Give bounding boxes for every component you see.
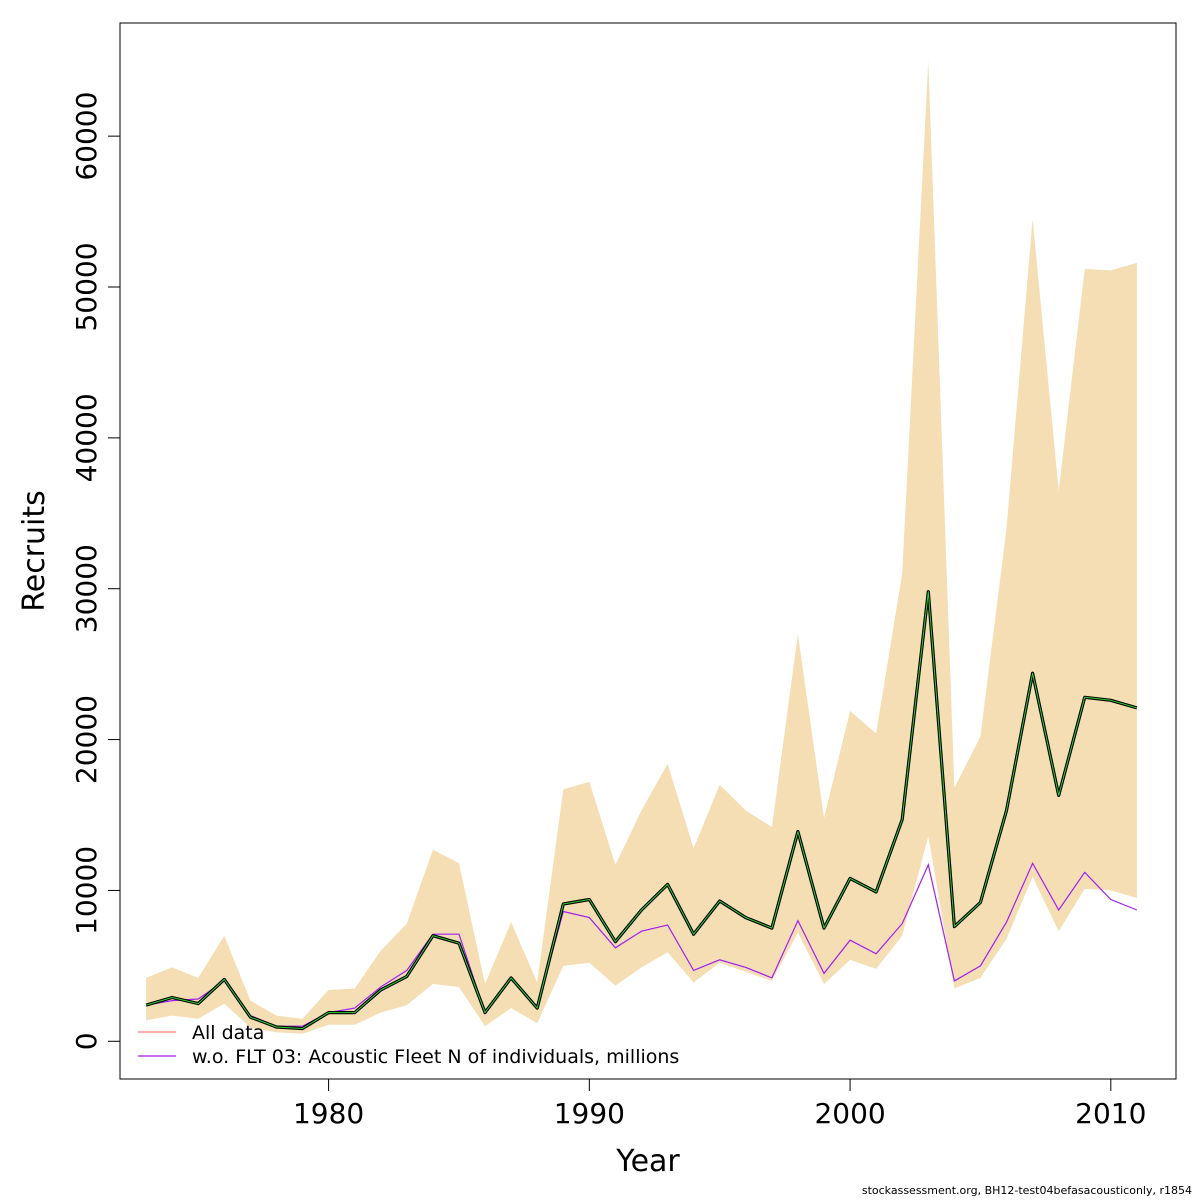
confidence-band (146, 60, 1137, 1034)
x-axis: 1980 1990 2000 2010 (293, 1079, 1146, 1130)
x-tick-label: 1980 (293, 1097, 364, 1130)
y-tick-label: 40000 (70, 393, 103, 482)
y-tick-label: 10000 (70, 846, 103, 935)
y-axis: 0 10000 20000 30000 40000 50000 60000 (70, 92, 120, 1050)
main-line-inner (145, 591, 1138, 1029)
x-tick-label: 2000 (814, 1097, 885, 1130)
y-tick-label: 20000 (70, 695, 103, 784)
plot-frame (119, 22, 1177, 1080)
main-estimate-line (145, 590, 1138, 1031)
legend-label-1: All data (192, 1022, 264, 1044)
x-axis-label: Year (615, 1144, 680, 1179)
legend-label-2: w.o. FLT 03: Acoustic Fleet N of individ… (192, 1046, 679, 1068)
y-axis-label: Recruits (17, 490, 52, 612)
y-tick-label: 60000 (70, 92, 103, 181)
x-tick-label: 2010 (1075, 1097, 1146, 1130)
footer-credit: stockassessment.org, BH12-test04befasaco… (861, 1184, 1192, 1197)
y-tick-label: 0 (70, 1032, 103, 1050)
confidence-band-area (146, 60, 1137, 1034)
y-tick-label: 50000 (70, 242, 103, 331)
y-tick-label: 30000 (70, 544, 103, 633)
x-tick-label: 1990 (554, 1097, 625, 1130)
